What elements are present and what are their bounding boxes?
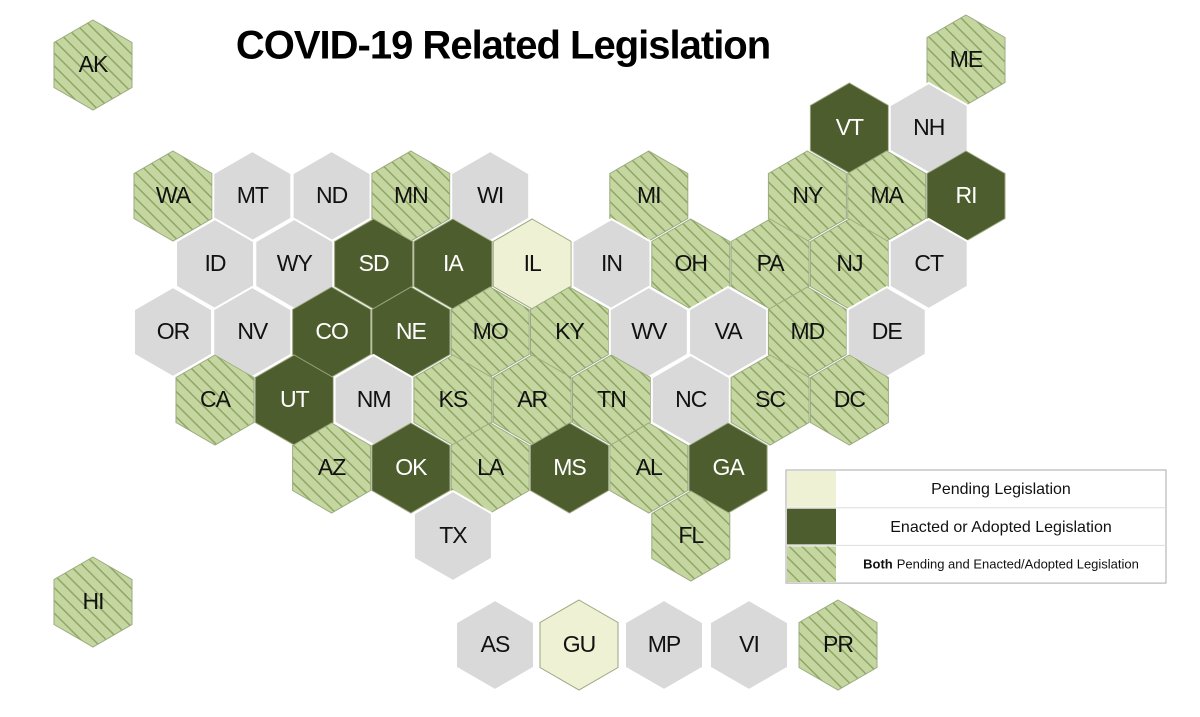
state-label: CA xyxy=(200,386,232,412)
state-hex xyxy=(175,354,255,446)
state-label: PA xyxy=(757,250,786,276)
state-hex xyxy=(412,489,493,583)
legend-text: Pending and Enacted/Adopted Legislation xyxy=(897,557,1139,572)
legend-label: Enacted or Adopted Legislation xyxy=(890,519,1112,536)
state-label: PR xyxy=(823,631,853,657)
legend-swatch xyxy=(787,546,836,583)
legend-box xyxy=(785,469,1167,584)
state-hex xyxy=(53,19,133,111)
state-label: LA xyxy=(477,454,505,480)
state-hex xyxy=(798,599,878,691)
state-label: CO xyxy=(315,318,348,344)
state-label: VA xyxy=(715,318,744,344)
state-label: OR xyxy=(157,318,190,344)
state-label: OK xyxy=(395,454,428,480)
state-label: WA xyxy=(156,182,192,208)
state-label: KY xyxy=(555,318,584,344)
state-label: IA xyxy=(443,250,464,276)
state-label: WV xyxy=(631,318,668,344)
state-hex xyxy=(133,285,213,379)
state-label: ME xyxy=(950,46,983,72)
state-label: AL xyxy=(636,454,663,480)
state-hex xyxy=(133,150,213,242)
state-label: MO xyxy=(473,318,508,344)
state-label: MP xyxy=(648,631,681,657)
state-label: AS xyxy=(481,631,510,657)
legend-swatch xyxy=(787,471,836,507)
state-label: AR xyxy=(517,386,547,412)
state-label: NV xyxy=(237,318,269,344)
state-hex xyxy=(371,422,451,514)
state-label: MN xyxy=(394,182,428,208)
state-label: MT xyxy=(237,182,269,208)
state-label: NM xyxy=(357,386,391,412)
state-label: DE xyxy=(872,318,903,344)
state-hex xyxy=(709,598,789,692)
state-label: NH xyxy=(913,114,944,140)
state-label: ND xyxy=(316,182,348,208)
state-label: UT xyxy=(280,386,310,412)
state-label: KS xyxy=(439,386,468,412)
state-label: ID xyxy=(205,250,226,276)
state-label: GA xyxy=(712,454,745,480)
state-label: RI xyxy=(956,182,977,208)
state-label: NC xyxy=(675,386,707,412)
map-title: COVID-19 Related Legislation xyxy=(236,24,770,68)
state-label: HI xyxy=(83,588,104,614)
state-hex xyxy=(730,354,810,446)
legend-swatch xyxy=(787,508,836,545)
state-hex xyxy=(455,598,535,692)
state-label: TX xyxy=(439,522,467,548)
state-label: NJ xyxy=(836,250,862,276)
state-label: NY xyxy=(792,182,823,208)
state-hex xyxy=(809,354,889,446)
state-label: AZ xyxy=(318,454,346,480)
state-label: VI xyxy=(739,631,759,657)
state-hex xyxy=(609,422,689,514)
state-label: MI xyxy=(637,182,661,208)
state-label: GU xyxy=(563,631,596,657)
state-label: AK xyxy=(79,51,109,77)
state-label: WY xyxy=(277,250,313,276)
state-label: IN xyxy=(601,250,622,276)
state-hex xyxy=(53,556,133,648)
state-label: MD xyxy=(791,318,825,344)
state-label: NE xyxy=(396,318,427,344)
state-label: IL xyxy=(524,250,542,276)
state-hex xyxy=(624,598,704,692)
state-label: OH xyxy=(675,250,708,276)
state-label: MA xyxy=(870,182,904,208)
state-hex xyxy=(888,217,969,311)
state-hex xyxy=(539,599,619,691)
state-label: WI xyxy=(477,182,503,208)
state-label: FL xyxy=(678,522,704,548)
state-label: MS xyxy=(553,454,586,480)
legend-label: Pending Legislation xyxy=(931,481,1071,498)
state-label: SC xyxy=(755,386,785,412)
legend-bold: Both xyxy=(863,557,893,572)
state-label: VT xyxy=(836,114,864,140)
state-label: DC xyxy=(834,386,866,412)
state-label: CT xyxy=(914,250,944,276)
state-hex xyxy=(651,490,731,582)
state-label: TN xyxy=(597,386,626,412)
state-hex xyxy=(292,422,372,514)
state-label: SD xyxy=(359,250,389,276)
state-hex xyxy=(530,422,609,514)
legend-label: Both Pending and Enacted/Adopted Legislat… xyxy=(863,557,1139,572)
